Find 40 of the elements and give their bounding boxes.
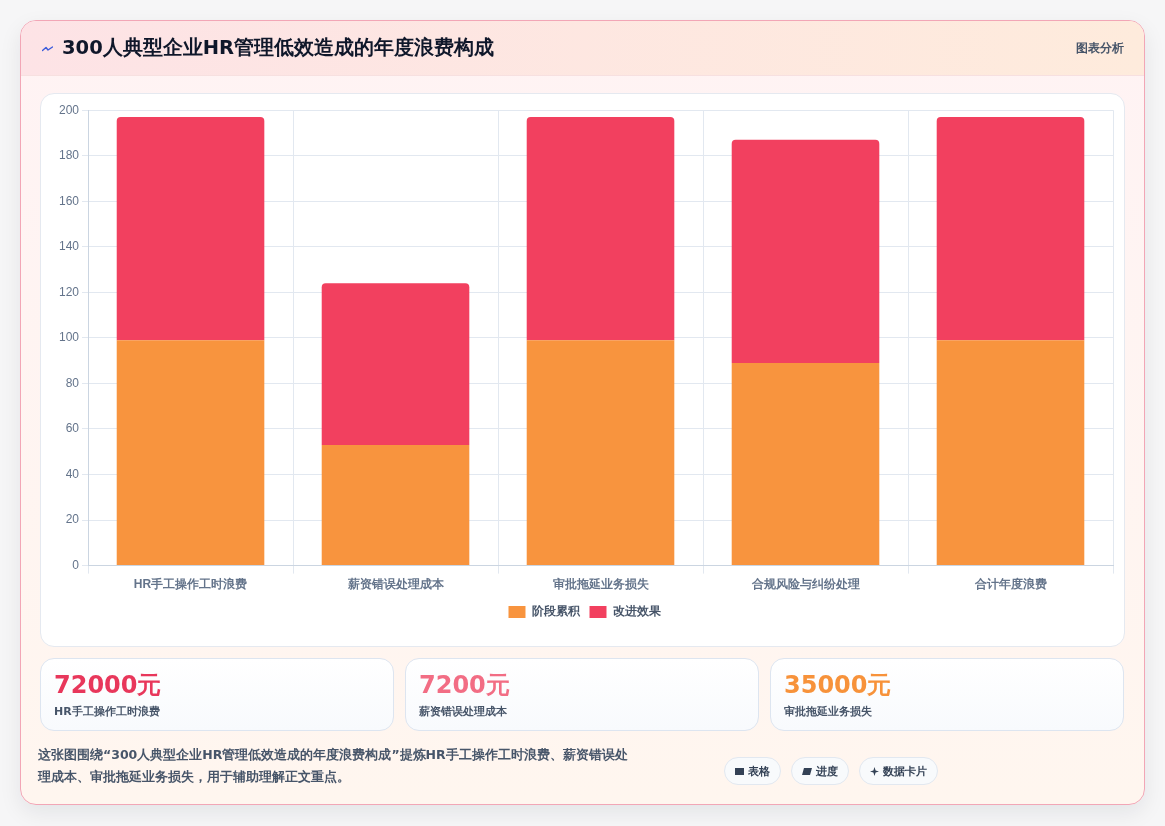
- y-tick-label: 160: [58, 193, 80, 208]
- bar: [116, 340, 265, 566]
- y-tick-label: 80: [65, 375, 80, 390]
- y-tick-label: 40: [65, 466, 80, 481]
- text: 这张图围绕“300人典型企业HR管理低效造成的年度浪费构成”提炼HR手工操作工时浪费、薪资错误处理成本、审批拖延业务损失，用于辅助理解正文重点。: [38, 746, 628, 786]
- text: 数据卡片: [883, 763, 927, 779]
- legend-label: 阶段累积: [531, 604, 581, 619]
- x-tick-label: 合规风险与纠纷处理: [750, 577, 860, 592]
- y-tick-label: 60: [65, 421, 80, 436]
- text: HR手工操作工时浪费: [54, 704, 160, 720]
- y-tick-label: 100: [58, 330, 80, 345]
- legend-label: 改进效果: [612, 604, 662, 619]
- text: 35000元: [784, 670, 892, 700]
- bar: [116, 117, 265, 341]
- y-tick-label: 120: [58, 284, 80, 299]
- y-tick-label: 0: [72, 557, 80, 572]
- bar: [526, 340, 675, 566]
- y-tick-label: 180: [58, 148, 80, 163]
- bar: [321, 283, 470, 445]
- text: 进度: [816, 763, 838, 779]
- x-tick-label: 合计年度浪费: [973, 577, 1047, 592]
- text: 审批拖延业务损失: [784, 704, 872, 720]
- y-tick-label: 20: [65, 512, 80, 527]
- x-tick-label: 审批拖延业务损失: [552, 577, 650, 592]
- text: 表格: [748, 763, 770, 779]
- bar: [526, 117, 675, 341]
- bar: [936, 340, 1085, 566]
- text: 薪资错误处理成本: [419, 704, 507, 720]
- text: 72000元: [54, 670, 162, 700]
- bar: [731, 362, 880, 566]
- x-tick-label: 薪资错误处理成本: [346, 577, 445, 592]
- y-tick-label: 200: [58, 102, 80, 117]
- chart-title: 300人典型企业HR管理低效造成的年度浪费构成: [62, 35, 495, 61]
- x-tick-label: HR手工操作工时浪费: [133, 577, 248, 592]
- text: 7200元: [419, 670, 510, 700]
- text: 图表分析: [1076, 40, 1124, 56]
- bar: [936, 117, 1085, 341]
- y-tick-label: 140: [58, 239, 80, 254]
- bar: [731, 139, 880, 363]
- bar: [321, 444, 470, 566]
